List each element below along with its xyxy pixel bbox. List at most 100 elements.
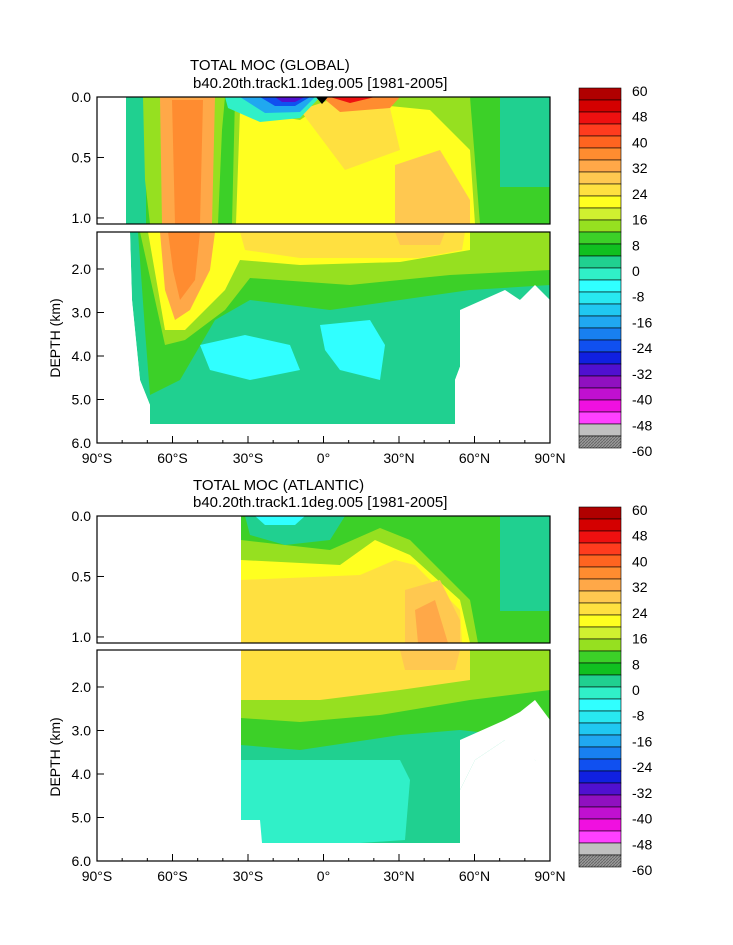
ytick-label: 4.0: [72, 766, 92, 782]
colorbar-swatch: [578, 566, 622, 580]
xtick-label: 60°S: [157, 450, 188, 466]
xtick-label: 0°: [317, 868, 330, 884]
colorbar-swatch: [578, 542, 622, 556]
colorbar-swatch: [578, 650, 622, 664]
colorbar-swatch: [578, 327, 622, 341]
colorbar-swatch: [578, 614, 622, 628]
xtick-label: 60°S: [157, 868, 188, 884]
colorbar-swatch: [578, 626, 622, 640]
colorbar-swatch: [578, 842, 622, 856]
ytick-label: 0.5: [72, 568, 92, 584]
colorbar-swatch: [578, 219, 622, 233]
colorbar-swatch: [578, 674, 622, 688]
global-colorbar: [578, 87, 622, 449]
ytick-label: 5.0: [72, 809, 92, 825]
colorbar-swatch: [578, 87, 622, 101]
atlantic-upper-field: [241, 516, 550, 643]
colorbar-label: 24: [632, 605, 648, 621]
colorbar-label: 16: [632, 212, 648, 228]
colorbar-swatch: [578, 171, 622, 185]
colorbar-swatch: [578, 806, 622, 820]
colorbar-label: 0: [632, 682, 640, 698]
ytick-label: 1.0: [72, 210, 92, 226]
global-lower-field: [97, 232, 550, 443]
colorbar-swatch: [578, 183, 622, 197]
colorbar-label: -32: [632, 366, 652, 382]
colorbar-swatch: [578, 111, 622, 125]
ytick-label: 4.0: [72, 348, 92, 364]
xtick-label: 90°S: [82, 868, 113, 884]
colorbar-label: 24: [632, 186, 648, 202]
colorbar-label: 48: [632, 109, 648, 125]
global-xticks: 90°S 60°S 30°S 0° 30°N 60°N 90°N: [82, 436, 566, 466]
colorbar-label: 48: [632, 528, 648, 544]
colorbar-swatch: [578, 782, 622, 796]
colorbar-swatch: [578, 423, 622, 437]
ytick-label: 6.0: [72, 853, 92, 869]
ytick-label: 5.0: [72, 391, 92, 407]
colorbar-swatch: [578, 734, 622, 748]
colorbar-label: -24: [632, 340, 652, 356]
xtick-label: 60°N: [459, 868, 490, 884]
colorbar-swatch: [578, 231, 622, 245]
colorbar-label: -48: [632, 417, 652, 433]
colorbar-label: 32: [632, 579, 648, 595]
colorbar-label: 8: [632, 237, 640, 253]
colorbar-swatch: [578, 315, 622, 329]
global-upper-field: [126, 97, 550, 224]
ytick-label: 0.5: [72, 149, 92, 165]
xtick-label: 90°N: [534, 450, 565, 466]
ytick-label: 6.0: [72, 435, 92, 451]
global-yticks-lower: 2.0 3.0 4.0 5.0 6.0: [72, 261, 104, 451]
ytick-label: 0.0: [72, 508, 92, 524]
colorbar-label: 60: [632, 502, 648, 518]
atlantic-xticks: 90°S 60°S 30°S 0° 30°N 60°N 90°N: [82, 854, 566, 884]
colorbar-swatch: [578, 267, 622, 281]
xtick-label: 30°N: [383, 450, 414, 466]
ytick-label: 2.0: [72, 261, 92, 277]
atlantic-yticks-upper: 0.0 0.5 1.0: [72, 508, 104, 645]
colorbar-label: -24: [632, 759, 652, 775]
colorbar-swatch: [578, 279, 622, 293]
colorbar-swatch: [578, 351, 622, 365]
colorbar-label: -32: [632, 785, 652, 801]
global-yticks-upper: 0.0 0.5 1.0: [72, 89, 104, 226]
atlantic-colorbar-labels: 60 48 40 32 24 16 8 0 -8 -16 -24 -32 -40 -48 -60: [632, 502, 652, 878]
colorbar-swatch: [578, 662, 622, 676]
colorbar-label: 32: [632, 160, 648, 176]
atlantic-subtitle: b40.20th.track1.1deg.005 [1981-2005]: [193, 494, 447, 511]
colorbar-swatch: [578, 123, 622, 137]
colorbar-swatch: [578, 530, 622, 544]
xtick-label: 90°N: [534, 868, 565, 884]
colorbar-swatch: [578, 363, 622, 377]
colorbar-label: 40: [632, 553, 648, 569]
colorbar-swatch: [578, 435, 622, 449]
xtick-label: 90°S: [82, 450, 113, 466]
colorbar-label: 8: [632, 656, 640, 672]
colorbar-swatch: [578, 207, 622, 221]
colorbar-swatch: [578, 590, 622, 604]
global-panel: TOTAL MOC (GLOBAL) b40.20th.track1.1deg.…: [47, 57, 652, 466]
xtick-label: 30°N: [383, 868, 414, 884]
colorbar-label: 16: [632, 631, 648, 647]
ytick-label: 1.0: [72, 629, 92, 645]
colorbar-label: -40: [632, 811, 652, 827]
colorbar-label: -16: [632, 314, 652, 330]
colorbar-label: -60: [632, 443, 652, 459]
colorbar-swatch: [578, 255, 622, 269]
colorbar-swatch: [578, 794, 622, 808]
colorbar-swatch: [578, 518, 622, 532]
xtick-label: 30°S: [233, 450, 264, 466]
colorbar-swatch: [578, 147, 622, 161]
colorbar-label: -48: [632, 836, 652, 852]
colorbar-swatch: [578, 291, 622, 305]
xtick-label: 0°: [317, 450, 330, 466]
global-colorbar-labels: 60 48 40 32 24 16 8 0 -8 -16 -24 -32 -40 -48 -60: [632, 83, 652, 459]
colorbar-swatch: [578, 818, 622, 832]
colorbar-swatch: [578, 411, 622, 425]
colorbar-swatch: [578, 375, 622, 389]
colorbar-label: 60: [632, 83, 648, 99]
colorbar-label: -16: [632, 733, 652, 749]
atlantic-lower-field: [241, 650, 550, 861]
atlantic-title: TOTAL MOC (ATLANTIC): [193, 477, 364, 494]
